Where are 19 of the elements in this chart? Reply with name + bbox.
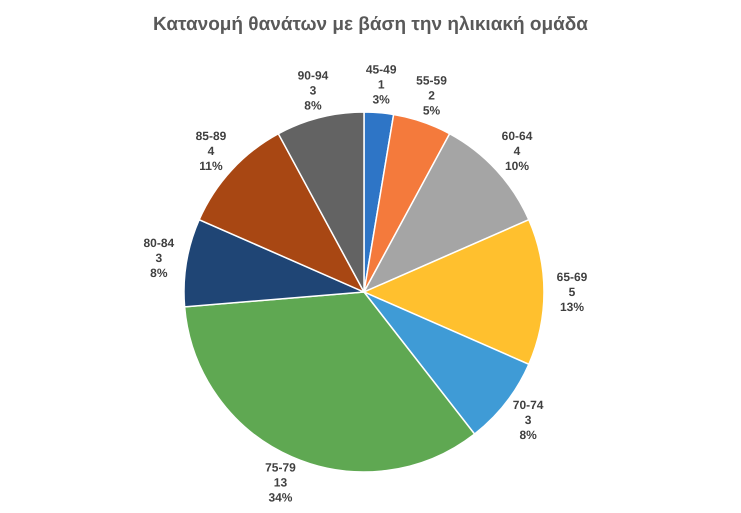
slice-label: 45-49 [366, 62, 397, 77]
chart-title: Κατανομή θανάτων με βάση την ηλικιακή ομάδα [153, 14, 588, 35]
data-label: 3 8% [150, 250, 168, 280]
data-label: 1 3% [372, 78, 390, 107]
data-label: 2 5% [422, 88, 441, 118]
data-label: 5 13% [560, 285, 584, 314]
slice-label: 75-79 [265, 460, 296, 474]
data-label: 4 10% [505, 144, 530, 174]
slice-label: 55-59 [416, 73, 448, 88]
slice-label: 90-94 [298, 68, 329, 82]
data-label: 3 8% [304, 83, 322, 112]
data-label: 4 11% [199, 144, 223, 174]
data-label: 13 34% [268, 475, 293, 504]
data-label: 3 8% [519, 412, 538, 442]
slice-label: 70-74 [512, 398, 544, 412]
slice-label: 65-69 [556, 270, 588, 284]
slice-label: 80-84 [143, 236, 175, 250]
slice-label: 60-64 [502, 129, 533, 144]
slice-label: 85-89 [196, 129, 227, 144]
